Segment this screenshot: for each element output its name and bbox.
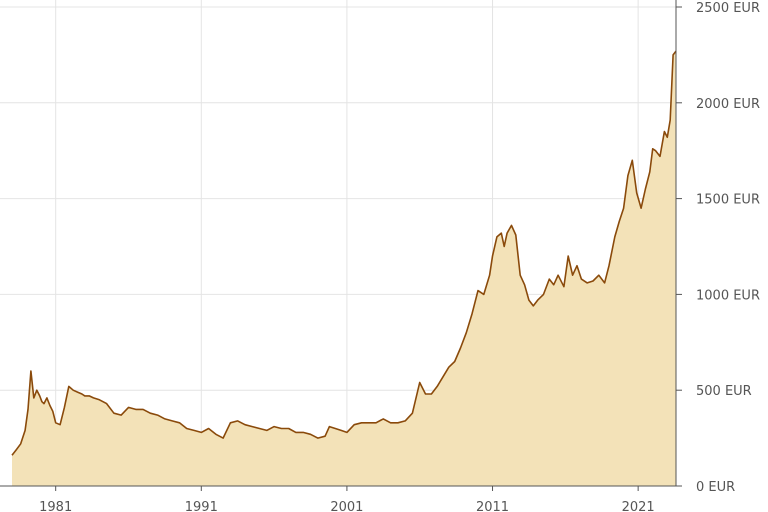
x-tick-label: 1991 — [185, 500, 218, 512]
price-area-fill — [12, 51, 676, 486]
y-tick-label: 1500 EUR — [696, 193, 760, 208]
y-tick-label: 2500 EUR — [696, 1, 760, 16]
label-layer: 0 EUR 500 EUR 1000 EUR 1500 EUR 2000 EUR 2500… — [39, 1, 760, 512]
y-tick-label: 0 EUR — [696, 480, 735, 495]
x-tick-label: 2001 — [330, 500, 363, 512]
y-tick-label: 2000 EUR — [696, 97, 760, 112]
area-layer — [11, 50, 677, 486]
y-tick-label: 1000 EUR — [696, 288, 760, 303]
x-tick-label: 2011 — [476, 500, 509, 512]
axis-layer — [0, 0, 682, 491]
x-tick-label: 2021 — [622, 500, 655, 512]
x-tick-label: 1981 — [39, 500, 72, 512]
price-series-line — [11, 50, 677, 456]
y-tick-label: 500 EUR — [696, 384, 752, 399]
